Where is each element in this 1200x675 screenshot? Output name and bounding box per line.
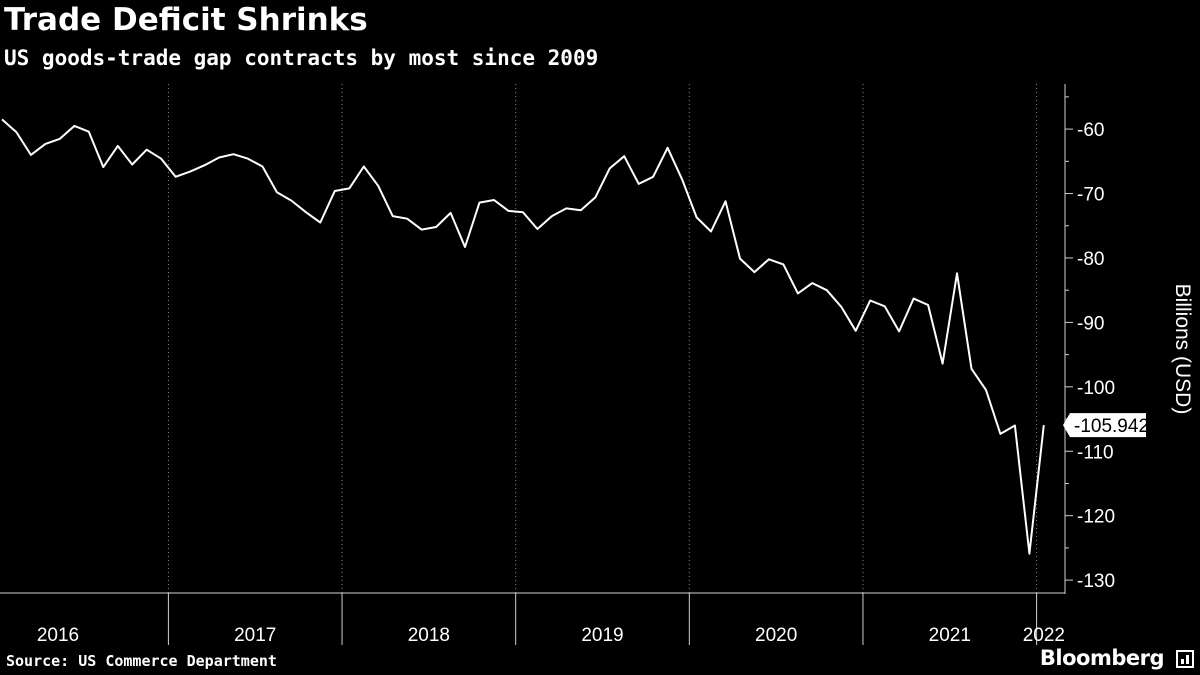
y-tick-label: -100 bbox=[1077, 378, 1115, 399]
x-tick-label: 2021 bbox=[929, 625, 971, 646]
series-line bbox=[2, 119, 1044, 553]
y-tick-label: -70 bbox=[1077, 185, 1104, 206]
x-tick-label: 2018 bbox=[408, 625, 450, 646]
y-tick-label: -130 bbox=[1077, 571, 1115, 592]
source-note: Source: US Commerce Department bbox=[6, 652, 277, 670]
x-tick-label: 2017 bbox=[234, 625, 276, 646]
line-chart: -60 -70 -80 -90 -100 -110 -120 -130 Billions (US… bbox=[0, 0, 1200, 675]
y-axis-label: Billions (USD) bbox=[1171, 284, 1194, 415]
bloomberg-logo: Bloomberg bbox=[1040, 646, 1164, 670]
x-tick-label: 2019 bbox=[581, 625, 623, 646]
x-tick-label: 2020 bbox=[755, 625, 797, 646]
y-tick-label: -80 bbox=[1077, 249, 1104, 270]
y-tick-label: -120 bbox=[1077, 507, 1115, 528]
x-tick-label: 2022 bbox=[1023, 625, 1065, 646]
terminal-icon bbox=[1176, 650, 1194, 668]
x-tick-label: 2016 bbox=[37, 625, 79, 646]
last-value-label: -105.942 bbox=[1074, 416, 1149, 437]
y-tick-label: -110 bbox=[1077, 442, 1114, 463]
y-tick-label: -60 bbox=[1077, 120, 1104, 141]
y-tick-label: -90 bbox=[1077, 313, 1104, 334]
